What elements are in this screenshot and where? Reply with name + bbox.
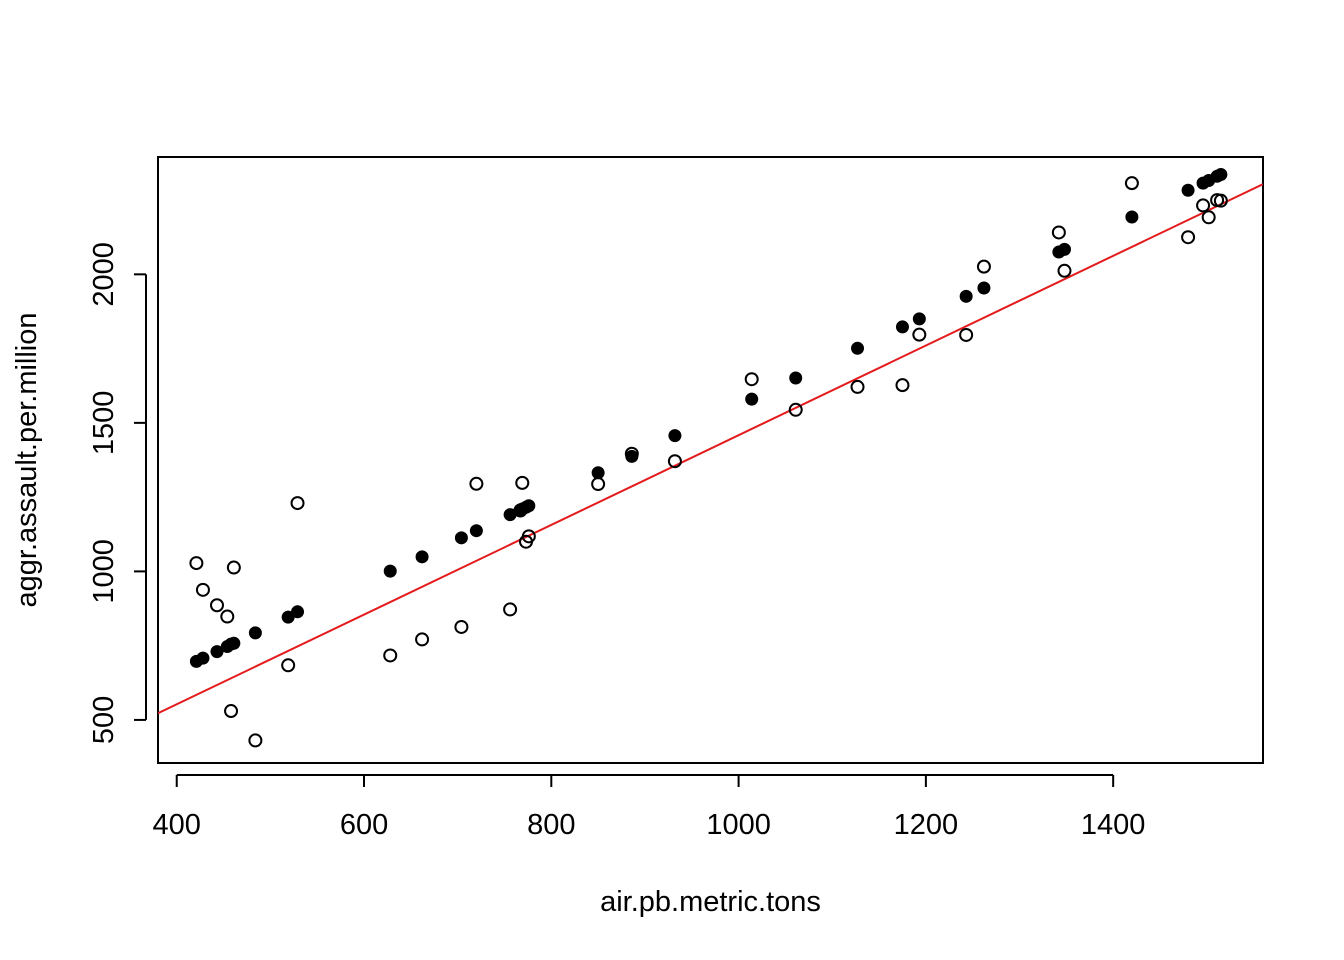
fitted-point <box>227 636 241 650</box>
fitted-point <box>1181 183 1195 197</box>
observed-point <box>226 560 241 575</box>
x-tick-label: 600 <box>340 809 388 841</box>
fitted-point <box>415 550 429 564</box>
observed-point <box>912 327 927 342</box>
observed-point <box>469 476 484 491</box>
fitted-point <box>625 449 639 463</box>
observed-point <box>515 475 530 490</box>
observed-point <box>281 658 296 673</box>
fitted-point <box>977 281 991 295</box>
fitted-point <box>851 341 865 355</box>
observed-point <box>1051 225 1066 240</box>
x-tick-label: 1400 <box>1081 809 1146 841</box>
observed-point <box>220 609 235 624</box>
fitted-point <box>1214 168 1228 182</box>
y-tick-label: 1000 <box>88 539 120 604</box>
observed-point <box>415 632 430 647</box>
fitted-point <box>668 429 682 443</box>
fitted-point <box>503 508 517 522</box>
x-tick-label: 800 <box>527 809 575 841</box>
observed-point <box>1196 198 1211 213</box>
y-tick-label: 500 <box>88 696 120 744</box>
fitted-point <box>912 312 926 326</box>
points-layer <box>189 168 1228 748</box>
observed-point <box>976 259 991 274</box>
observed-point <box>788 402 803 417</box>
observed-point <box>224 704 239 719</box>
observed-point <box>1181 230 1196 245</box>
observed-point <box>1201 210 1216 225</box>
fitted-point <box>895 320 909 334</box>
observed-point <box>503 602 518 617</box>
x-tick-label: 1000 <box>706 809 771 841</box>
fitted-point <box>454 531 468 545</box>
observed-point <box>744 372 759 387</box>
y-axis: 500 1000 1500 2000 <box>88 242 147 744</box>
observed-point <box>667 454 682 469</box>
observed-point <box>383 648 398 663</box>
fitted-point <box>210 645 224 659</box>
observed-point <box>189 556 204 571</box>
observed-point <box>1213 193 1228 208</box>
fitted-point <box>789 371 803 385</box>
fitted-point <box>281 610 295 624</box>
fitted-point <box>383 564 397 578</box>
x-axis: 400 600 800 1000 1200 1400 <box>153 774 1146 841</box>
y-tick-label: 2000 <box>88 242 120 307</box>
fitted-point <box>522 499 536 513</box>
x-axis-title: air.pb.metric.tons <box>600 886 821 918</box>
fitted-point <box>1125 210 1139 224</box>
observed-point <box>248 733 263 748</box>
fitted-point <box>959 289 973 303</box>
observed-point <box>209 598 224 613</box>
observed-point <box>521 529 536 544</box>
x-tick-label: 1200 <box>894 809 959 841</box>
fit-line-layer <box>158 183 1263 715</box>
observed-point <box>850 379 865 394</box>
x-tick-label: 400 <box>153 809 201 841</box>
observed-point <box>1124 176 1139 191</box>
fitted-point <box>591 466 605 480</box>
y-axis-title: aggr.assault.per.million <box>11 313 43 608</box>
y-tick-label: 1500 <box>88 391 120 456</box>
observed-point <box>959 327 974 342</box>
fitted-point <box>291 605 305 619</box>
fitted-point <box>469 524 483 538</box>
observed-point <box>591 477 606 492</box>
plot-area-frame <box>157 156 1264 764</box>
observed-point <box>1057 263 1072 278</box>
observed-point <box>895 378 910 393</box>
fitted-point <box>196 651 210 665</box>
observed-point <box>454 619 469 634</box>
fitted-point <box>745 392 759 406</box>
observed-point <box>195 582 210 597</box>
fitted-point <box>248 626 262 640</box>
fitted-point <box>1057 242 1071 256</box>
regression-line <box>158 183 1263 715</box>
observed-point <box>290 496 305 511</box>
